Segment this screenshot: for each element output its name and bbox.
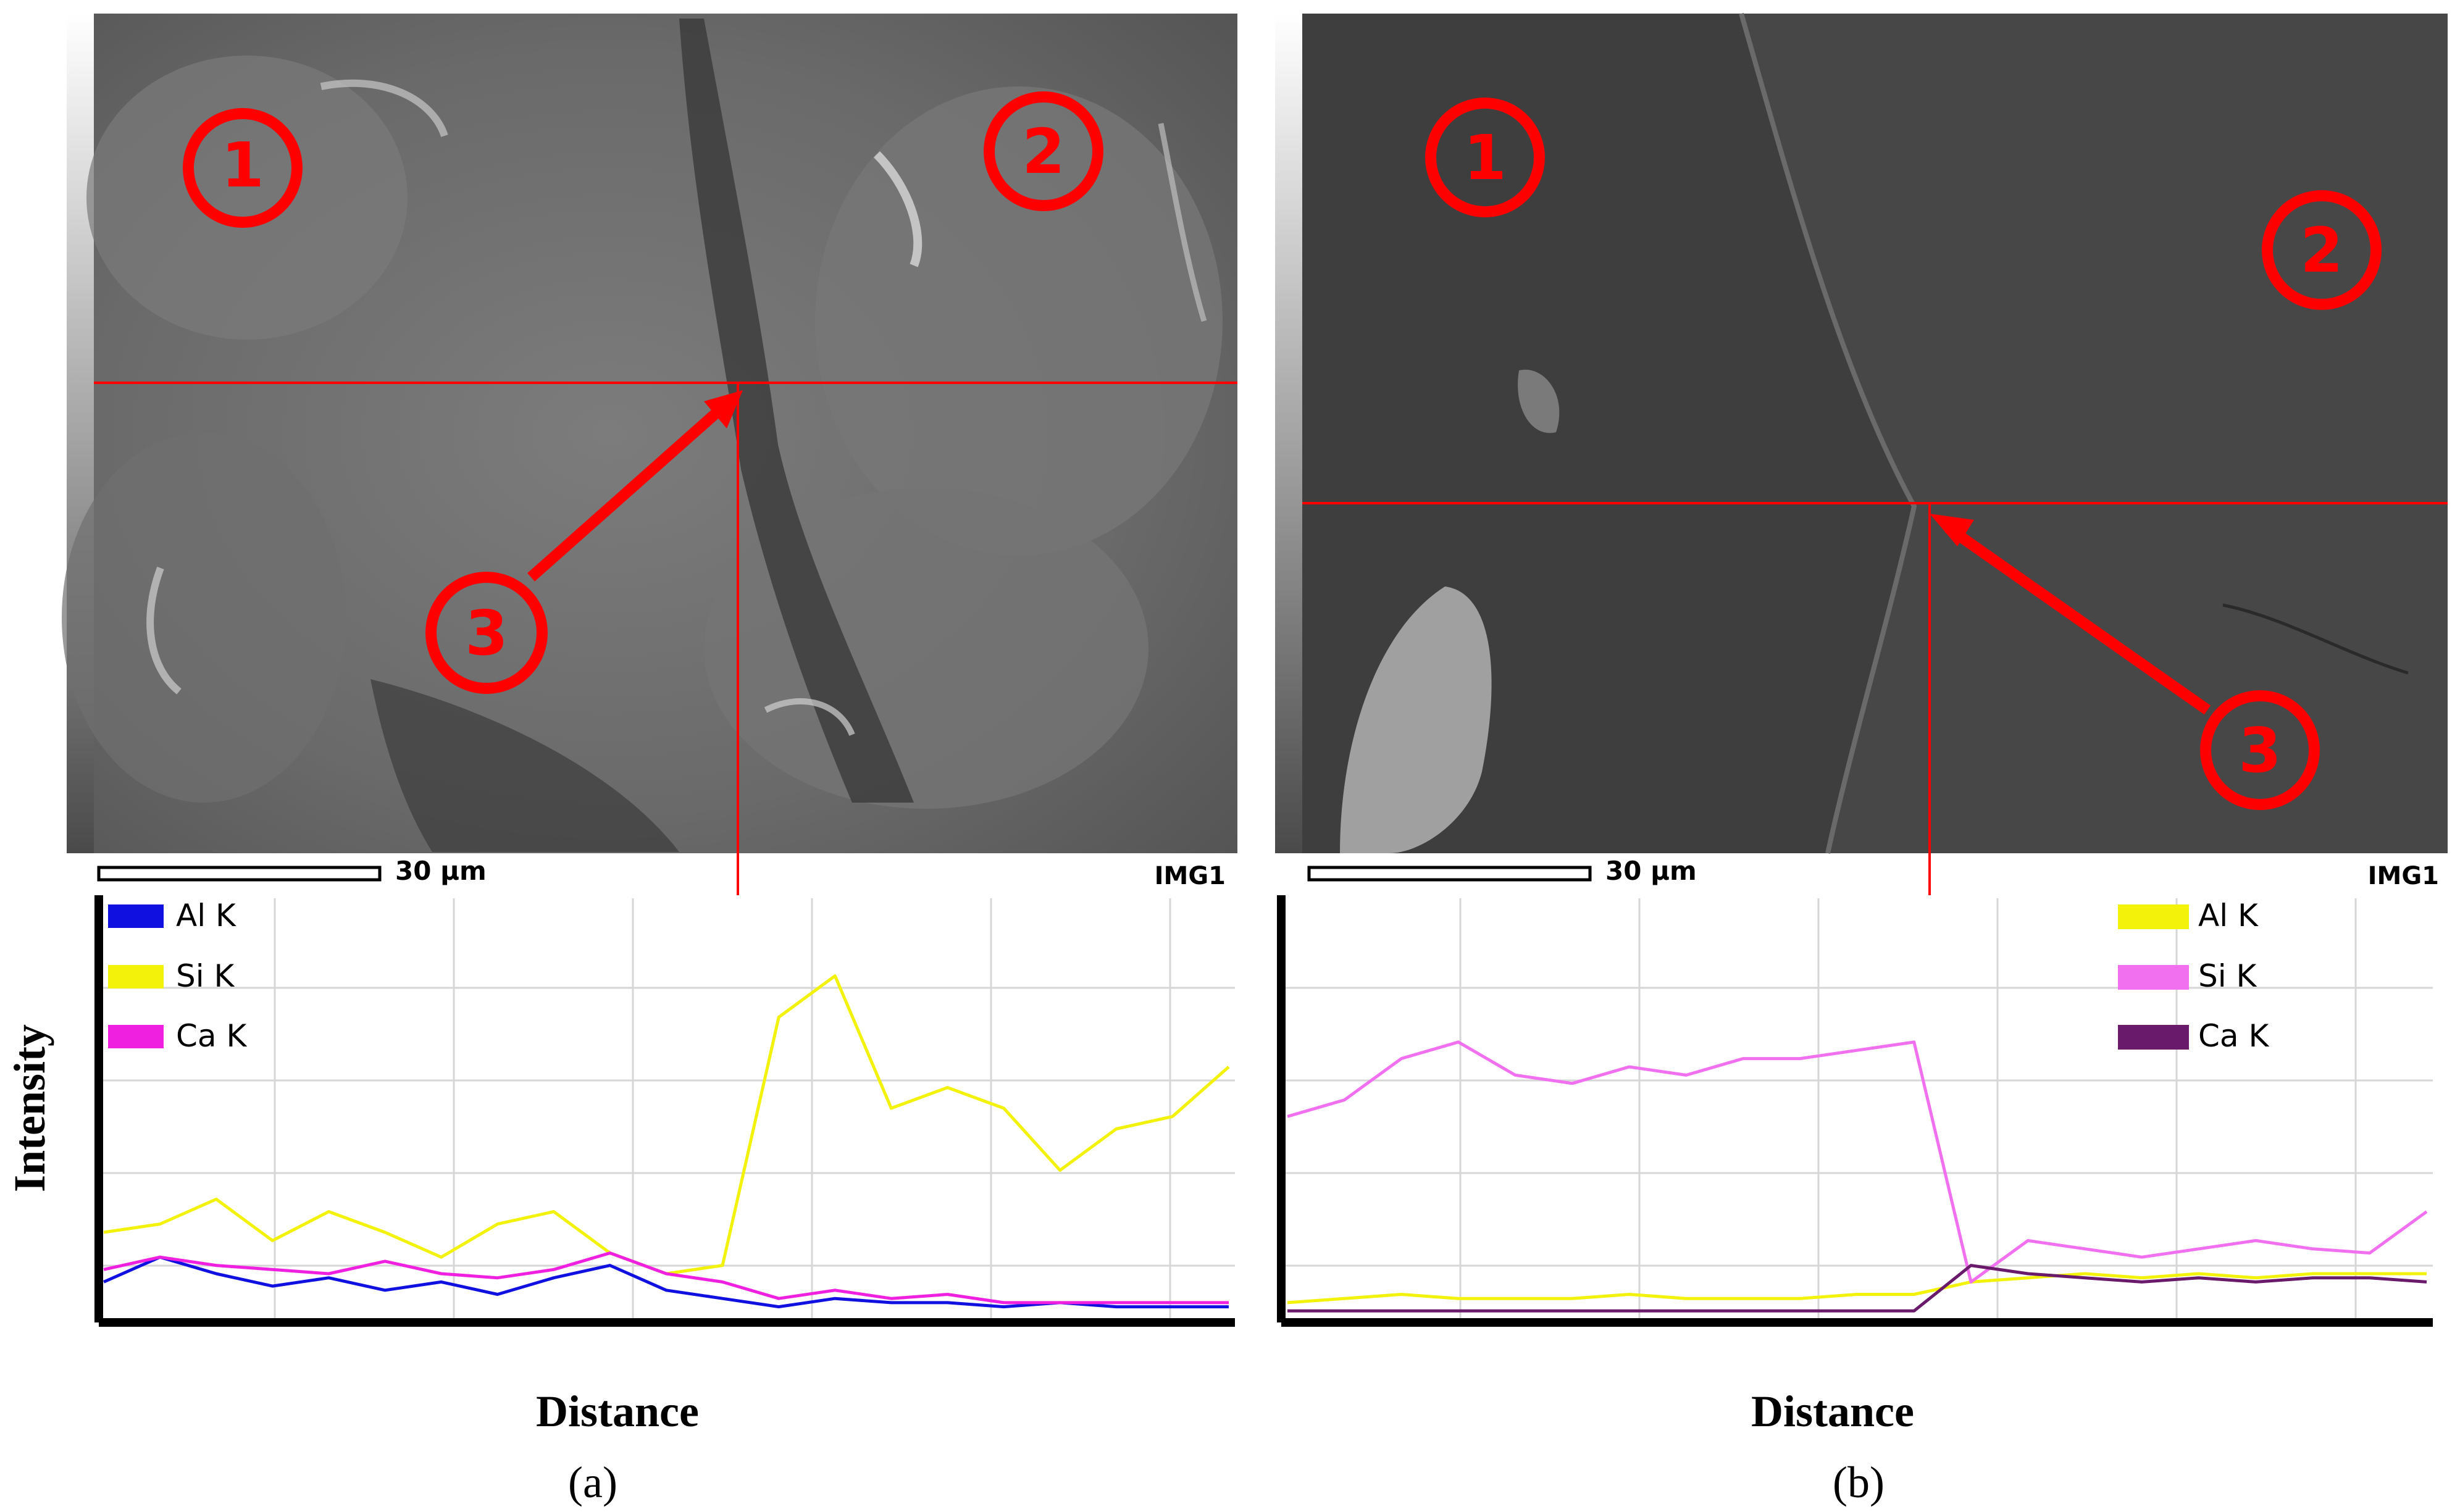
svg-text:2: 2	[2300, 214, 2343, 286]
svg-text:Si K: Si K	[2198, 958, 2257, 994]
legend-a-ca: Ca K	[108, 1018, 247, 1054]
series-group-b	[1287, 1040, 2428, 1313]
legend-a-si: Si K	[108, 958, 235, 994]
plot-area-a	[94, 895, 1235, 1327]
plot-area-b	[1277, 895, 2433, 1327]
region-marker-a-3: 3	[425, 572, 548, 694]
scale-bar-b	[1307, 866, 1592, 882]
sem-image-a	[62, 14, 1237, 853]
svg-text:1: 1	[1463, 122, 1507, 194]
legend-swatch-b-2	[2118, 1025, 2189, 1050]
region-marker-b-2: 2	[2262, 190, 2382, 310]
legend-swatch-a-1	[108, 965, 164, 988]
svg-text:Si K: Si K	[176, 958, 235, 994]
legend-b-al: Al K	[2118, 898, 2259, 934]
region-marker-a-1: 1	[183, 108, 303, 228]
svg-text:1: 1	[221, 129, 264, 201]
svg-text:Ca K: Ca K	[176, 1018, 247, 1054]
legend-b: Al K Si K Ca K	[2118, 898, 2269, 1054]
svg-text:2: 2	[1022, 115, 1065, 188]
scale-bar-a	[97, 866, 382, 882]
series-line-a-2	[103, 1251, 1229, 1305]
region-marker-a-2: 2	[984, 91, 1103, 211]
region-marker-b-1: 1	[1425, 98, 1545, 217]
caption-a: (a)	[568, 1458, 617, 1507]
sem-image-b	[1275, 12, 2448, 854]
y-axis-label: Intensity	[5, 1024, 54, 1192]
image-tag-b: IMG1	[2368, 862, 2439, 890]
svg-text:3: 3	[465, 597, 508, 669]
svg-text:Ca K: Ca K	[2198, 1018, 2269, 1054]
svg-text:Al K: Al K	[2198, 898, 2259, 934]
legend-a: Al K Si K Ca K	[108, 898, 247, 1054]
scale-bar-label-a: 30 μm	[395, 856, 487, 886]
scale-bar-label-b: 30 μm	[1605, 856, 1697, 886]
series-group-a	[102, 974, 1230, 1309]
legend-swatch-a-0	[108, 904, 164, 928]
legend-swatch-b-0	[2118, 904, 2189, 929]
legend-swatch-b-1	[2118, 965, 2189, 990]
legend-b-ca: Ca K	[2118, 1018, 2269, 1054]
series-line-b-0	[1287, 1272, 2427, 1305]
series-line-b-2	[1287, 1264, 2427, 1313]
svg-text:Al K: Al K	[176, 898, 236, 934]
series-line-b-1	[1287, 1040, 2428, 1284]
legend-a-al: Al K	[108, 898, 236, 934]
region-marker-b-3: 3	[2200, 690, 2320, 810]
legend-b-si: Si K	[2118, 958, 2257, 994]
legend-swatch-a-2	[108, 1025, 164, 1048]
caption-b: (b)	[1833, 1458, 1885, 1507]
arrow-b	[1930, 514, 2211, 715]
arrow-a	[527, 390, 743, 582]
image-tag-a: IMG1	[1155, 862, 1226, 890]
x-axis-label-a: Distance	[536, 1387, 699, 1436]
svg-text:3: 3	[2238, 714, 2282, 787]
x-axis-label-b: Distance	[1751, 1387, 1914, 1436]
